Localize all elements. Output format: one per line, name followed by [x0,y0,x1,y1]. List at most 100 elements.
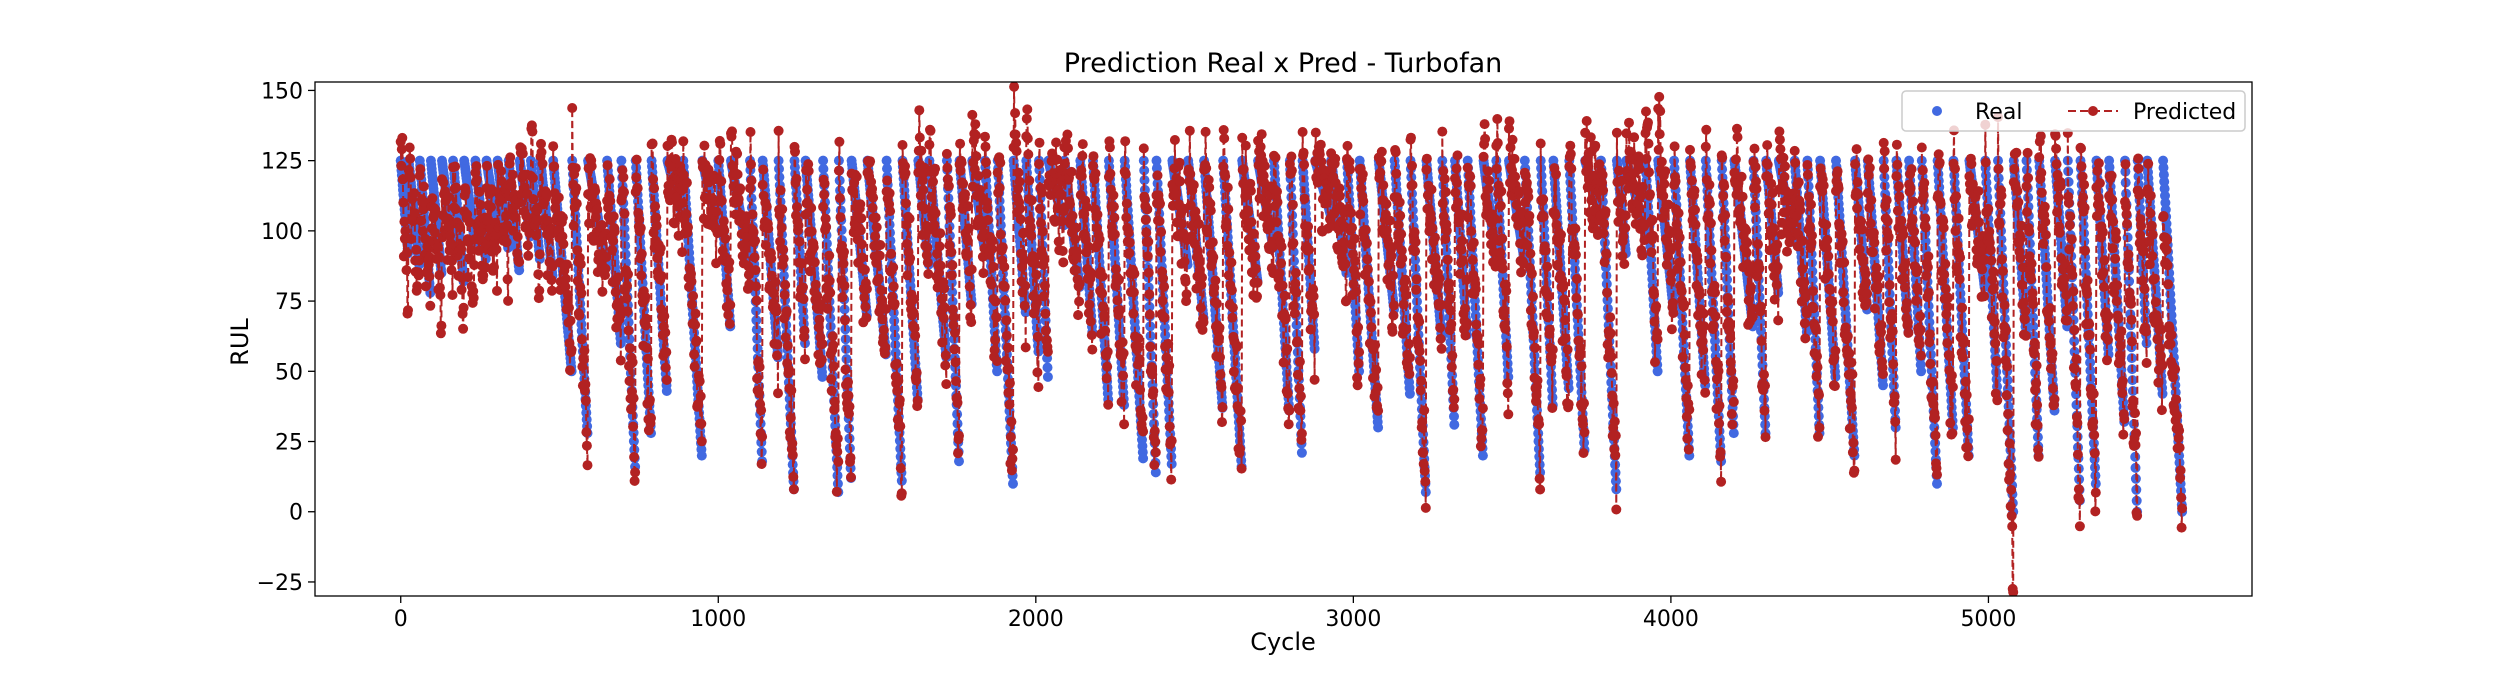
predicted-point [528,173,538,183]
predicted-point [463,272,473,282]
predicted-point [451,183,461,193]
predicted-point [558,239,568,249]
predicted-point [411,245,421,255]
predicted-point [425,301,435,311]
predicted-point [566,316,576,326]
predicted-point [451,204,461,214]
predicted-point [410,208,420,218]
predicted-point [572,199,582,209]
predicted-point [515,198,525,208]
predicted-point [505,152,515,162]
predicted-point [416,216,426,226]
real-point [817,372,827,382]
predicted-point [576,288,586,298]
predicted-point [564,303,574,313]
predicted-point [523,240,533,250]
predicted-point [397,133,407,143]
real-point [1653,366,1663,376]
real-point [1878,380,1888,390]
predicted-point [561,274,571,284]
predicted-point [412,281,422,291]
predicted-point [502,237,512,247]
predicted-point [583,460,593,470]
predicted-point [419,182,429,192]
predicted-point [450,162,460,172]
predicted-point [507,181,517,191]
real-point [1043,363,1053,373]
predicted-point [513,232,523,242]
real-point [1405,389,1415,399]
predicted-point [581,396,591,406]
real-point [992,366,1002,376]
predicted-point [489,262,499,272]
predicted-point [402,265,412,275]
real-point [1297,448,1307,458]
real-point [697,451,707,461]
predicted-point [563,290,573,300]
predicted-point [482,161,492,171]
predicted-point [562,260,572,270]
predicted-point [503,274,513,284]
predicted-point [439,178,449,188]
predicted-point [567,103,577,113]
real-point [616,156,626,166]
predicted-point [496,166,506,176]
predicted-point [436,321,446,331]
predicted-point [535,249,545,259]
predicted-point [424,272,434,282]
predicted-point [458,324,468,334]
predicted-point [469,293,479,303]
real-point [1478,451,1488,461]
predicted-point [421,281,431,291]
predicted-point [523,251,533,261]
real-point [1932,479,1942,489]
predicted-point [406,234,416,244]
predicted-point [554,193,564,203]
predicted-point [455,222,465,232]
predicted-point [406,173,416,183]
predicted-point [435,290,445,300]
predicted-point [459,303,469,313]
predicted-point [518,149,528,159]
predicted-point [538,159,548,169]
predicted-point [579,355,589,365]
predicted-point [571,183,581,193]
predicted-point [433,242,443,252]
predicted-point [402,248,412,258]
predicted-point [582,441,592,451]
predicted-point [527,127,537,137]
predicted-point [405,154,415,164]
real-point [1373,423,1383,433]
predicted-point [567,345,577,355]
predicted-point [403,305,413,315]
predicted-point [547,275,557,285]
predicted-point [549,161,559,171]
predicted-point [434,270,444,280]
predicted-point [444,192,454,202]
real-point [662,386,672,396]
predicted-point [558,213,568,223]
predicted-point [587,161,597,171]
predicted-point [511,213,521,223]
predicted-point [398,198,408,208]
predicted-point [448,290,458,300]
predicted-point [537,147,547,157]
predicted-point [492,286,502,296]
predicted-point [576,259,586,269]
predicted-point [503,296,513,306]
predicted-point [514,257,524,267]
real-point [1138,453,1148,463]
predicted-point [427,193,437,203]
predicted-point [533,269,543,279]
real-point [1043,372,1053,382]
real-point [842,354,852,364]
predicted-point [577,334,587,344]
predicted-point [579,346,589,356]
predicted-point [486,202,496,212]
predicted-point [434,252,444,262]
predicted-point [534,286,544,296]
predicted-point [548,141,558,151]
real-point [1916,366,1926,376]
predicted-point [415,164,425,174]
